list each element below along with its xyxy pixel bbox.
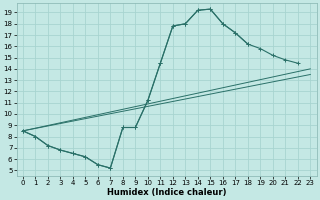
X-axis label: Humidex (Indice chaleur): Humidex (Indice chaleur): [107, 188, 226, 197]
